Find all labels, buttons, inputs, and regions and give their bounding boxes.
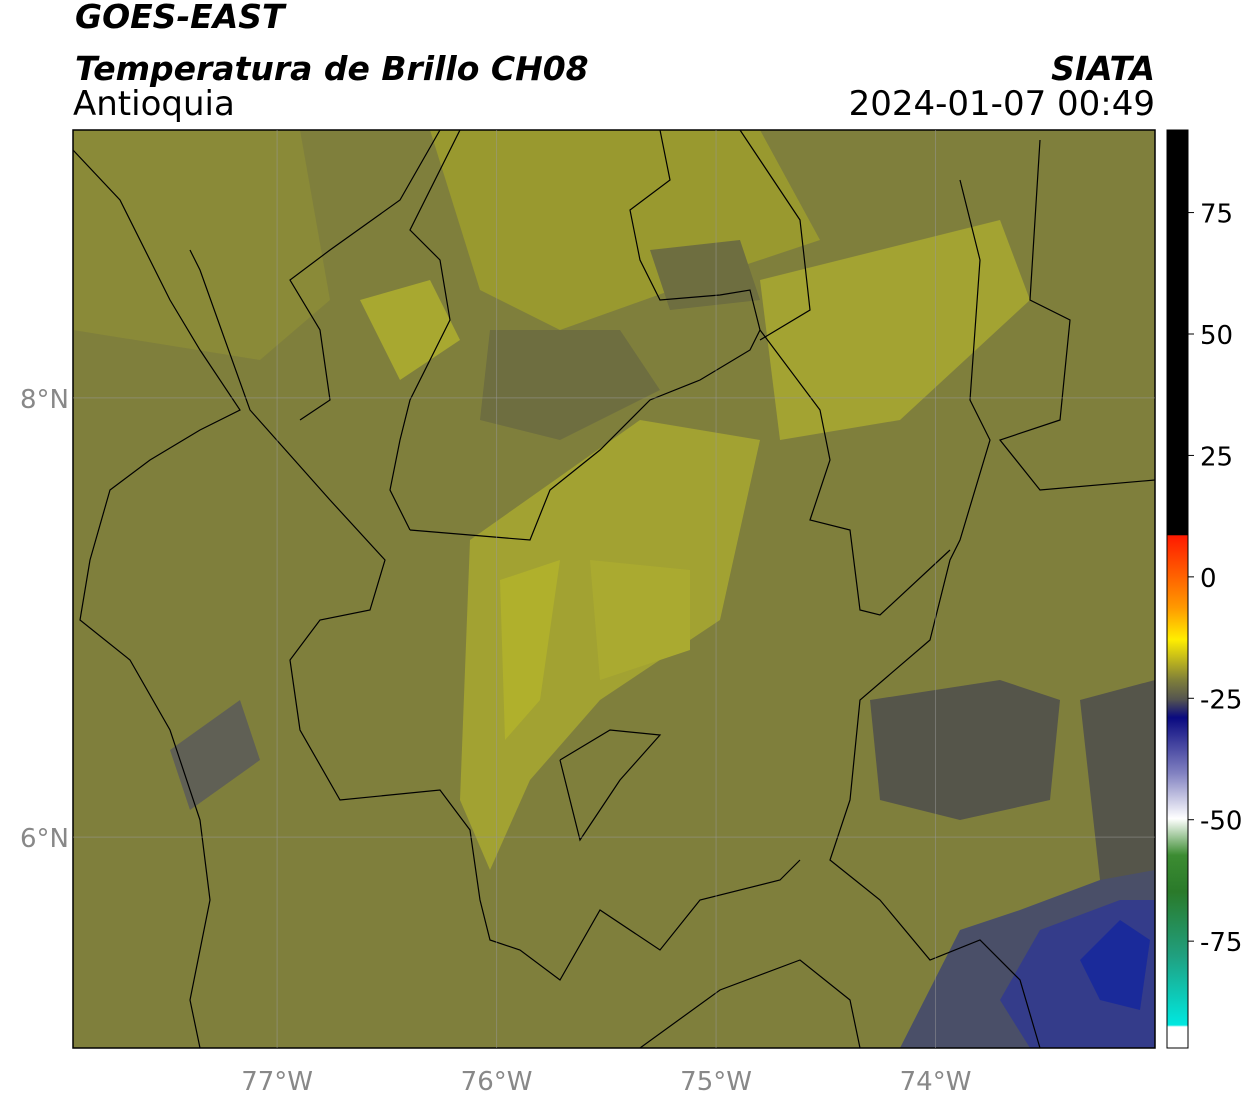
field-patch — [1080, 680, 1155, 900]
y-tick-label: 8°N — [20, 385, 69, 415]
x-tick-label: 74°W — [900, 1067, 972, 1097]
region: Antioquia — [73, 84, 235, 124]
colorbar-tick-label: -75 — [1200, 928, 1242, 958]
title: GOES-EAST — [75, 0, 287, 36]
field-patch — [590, 560, 690, 680]
datetime: 2024-01-07 00:49 — [849, 84, 1155, 124]
x-tick-label: 76°W — [461, 1067, 533, 1097]
colorbar — [1166, 129, 1189, 1049]
colorbar-tick-label: -50 — [1200, 807, 1242, 837]
field-patch — [170, 700, 260, 810]
subtitle: Temperatura de Brillo CH08 — [75, 49, 589, 88]
field-patch — [360, 280, 460, 380]
colorbar-tick-label: 75 — [1200, 200, 1233, 230]
satellite-image — [73, 130, 1155, 1048]
field-patch — [500, 560, 560, 740]
field-patch — [870, 680, 1060, 820]
field-patch — [73, 130, 330, 360]
y-tick-label: 6°N — [20, 824, 69, 854]
field-patch — [480, 330, 660, 440]
source: SIATA — [1051, 49, 1155, 88]
field-patch — [760, 220, 1030, 440]
x-tick-label: 75°W — [680, 1067, 752, 1097]
field-patch — [430, 130, 820, 330]
colorbar-tick-label: 50 — [1200, 321, 1233, 351]
colorbar-tick-label: -25 — [1200, 685, 1242, 715]
colorbar-tick-label: 0 — [1200, 564, 1217, 594]
x-tick-label: 77°W — [241, 1067, 313, 1097]
field-patch — [1080, 920, 1150, 1010]
colorbar-tick-label: 25 — [1200, 442, 1233, 472]
map-frame — [72, 129, 1156, 1049]
boundaries — [73, 130, 1155, 1048]
